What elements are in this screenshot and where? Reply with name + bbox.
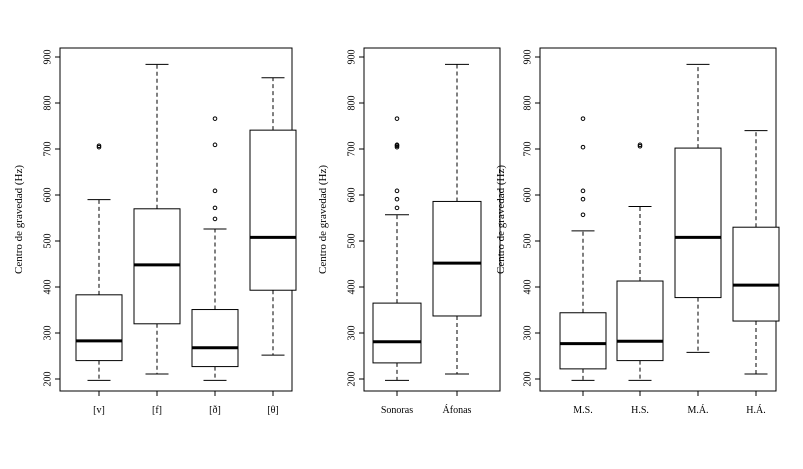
outlier-point [637, 142, 643, 148]
box-Áfonas: Áfonas [432, 63, 482, 416]
box-iqr [674, 147, 722, 299]
outlier-point [580, 144, 586, 150]
panel-1: Centro de gravedad (Hz) 200 300 400 500 600 7… [13, 47, 297, 416]
panel-3-frame [539, 47, 777, 392]
box-M.Á.: M.Á. [674, 63, 722, 416]
panel-1-ytick-label: 700 [42, 142, 53, 157]
panel-2-ytick-label: 800 [346, 96, 357, 111]
panel-1-ytick-label: 500 [42, 234, 53, 249]
box-iqr [75, 294, 123, 362]
panel-2-ytick-label: 300 [346, 326, 357, 341]
box-iqr [616, 280, 664, 362]
outlier-point [394, 205, 400, 211]
panel-2-ytick-label: 500 [346, 234, 357, 249]
panel-3-ytick-label: 600 [522, 188, 533, 203]
panel-3-ytick-label: 900 [522, 50, 533, 65]
box-iqr [372, 302, 422, 364]
xtick-label: [θ] [267, 405, 278, 416]
panel-1-ytick-label: 400 [42, 280, 53, 295]
box-iqr [249, 129, 297, 291]
outlier-point [96, 143, 102, 149]
panel-1-y-axis-label: Centro de gravedad (Hz) [13, 165, 25, 274]
box-H.Á.: H.Á. [732, 130, 780, 416]
outlier-point [394, 116, 400, 121]
box-iqr [191, 309, 239, 368]
panel-2-boxes: Sonoras Áfonas [372, 63, 482, 416]
panel-1-ytick-label: 200 [42, 372, 53, 387]
panel-3-y-axis-label: Centro de gravedad (Hz) [495, 165, 507, 274]
xtick-label: Áfonas [443, 404, 472, 416]
box-[θ]: [θ] [249, 77, 297, 416]
outlier-point [580, 196, 586, 202]
xtick-label: Sonoras [381, 405, 413, 416]
panel-2: Centro de gravedad (Hz) 200 300 400 500 600 7… [317, 47, 501, 416]
panel-1-y-ticks: 200 300 400 500 600 700 800 900 [42, 50, 60, 387]
panel-3-ytick-label: 700 [522, 142, 533, 157]
panel-2-ytick-label: 900 [346, 50, 357, 65]
outlier-point [580, 212, 586, 218]
outlier-point [394, 188, 400, 194]
panel-2-y-axis-label: Centro de gravedad (Hz) [317, 165, 329, 274]
panel-3-ytick-label: 400 [522, 280, 533, 295]
panel-2-ytick-label: 600 [346, 188, 357, 203]
outlier-point [212, 216, 218, 222]
panel-2-ytick-label: 400 [346, 280, 357, 295]
box-[ð]: [ð] [191, 116, 239, 416]
xtick-label: M.S. [573, 405, 592, 416]
panel-1-ytick-label: 300 [42, 326, 53, 341]
xtick-label: [v] [93, 405, 105, 416]
outlier-point [212, 116, 218, 121]
box-iqr [732, 226, 780, 322]
panel-2-ytick-label: 700 [346, 142, 357, 157]
panel-3-ytick-label: 200 [522, 372, 533, 387]
box-Sonoras: Sonoras [372, 116, 422, 416]
panel-2-ytick-label: 200 [346, 372, 357, 387]
box-[v]: [v] [75, 143, 123, 416]
outlier-point [212, 205, 218, 211]
xtick-label: M.Á. [687, 404, 708, 416]
outlier-point [212, 188, 218, 194]
xtick-label: [f] [152, 405, 162, 416]
outlier-point [212, 142, 218, 148]
panel-1-boxes: [v] [f] [ð] [θ] [75, 63, 297, 416]
box-iqr [559, 312, 607, 370]
panel-1-ytick-label: 800 [42, 96, 53, 111]
panel-3-ytick-label: 500 [522, 234, 533, 249]
panel-3-ytick-label: 300 [522, 326, 533, 341]
xtick-label: H.Á. [746, 404, 765, 416]
panel-3-ytick-label: 800 [522, 96, 533, 111]
xtick-label: H.S. [631, 405, 649, 416]
outlier-point [580, 188, 586, 194]
outlier-point [394, 142, 400, 148]
outlier-point [580, 116, 586, 121]
box-[f]: [f] [133, 63, 181, 416]
box-H.S.: H.S. [616, 142, 664, 416]
panel-1-ytick-label: 900 [42, 50, 53, 65]
panel-1-ytick-label: 600 [42, 188, 53, 203]
panel-2-y-ticks: 200 300 400 500 600 700 800 900 [346, 50, 364, 387]
panel-3-y-ticks: 200 300 400 500 600 700 800 900 [522, 50, 540, 387]
box-iqr [432, 200, 482, 317]
outlier-point [394, 196, 400, 202]
panel-3-boxes: M.S. H.S. M.Á. H.Á. [559, 63, 780, 416]
panel-2-frame [363, 47, 501, 392]
panel-3: Centro de gravedad (Hz) 200 300 400 500 600 7… [495, 47, 780, 416]
box-M.S.: M.S. [559, 116, 607, 416]
xtick-label: [ð] [209, 405, 221, 416]
